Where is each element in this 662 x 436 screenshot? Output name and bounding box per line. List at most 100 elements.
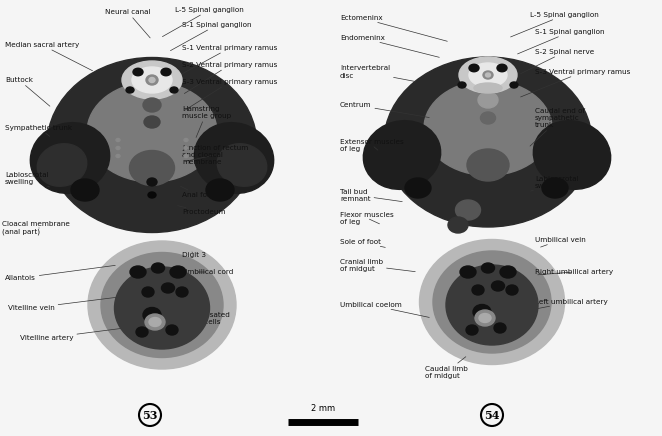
Text: S-1 Spinal ganglion: S-1 Spinal ganglion — [170, 22, 252, 51]
Ellipse shape — [130, 150, 175, 185]
Text: S-2 Ventral primary ramus: S-2 Ventral primary ramus — [182, 62, 277, 93]
Text: Umbilical coelom: Umbilical coelom — [340, 302, 429, 317]
Ellipse shape — [170, 87, 178, 93]
Ellipse shape — [474, 83, 502, 93]
Text: Median sacral artery: Median sacral artery — [5, 42, 93, 71]
Text: 53: 53 — [142, 409, 158, 420]
Ellipse shape — [473, 304, 491, 320]
Ellipse shape — [469, 63, 507, 87]
Ellipse shape — [148, 192, 156, 198]
Ellipse shape — [143, 307, 161, 323]
Ellipse shape — [195, 123, 273, 193]
Ellipse shape — [384, 57, 592, 227]
Text: Allantois: Allantois — [5, 266, 115, 281]
Text: Flexor muscles
of leg: Flexor muscles of leg — [340, 211, 394, 225]
Text: S-1 Spinal ganglion: S-1 Spinal ganglion — [518, 29, 604, 54]
Ellipse shape — [420, 239, 565, 364]
Ellipse shape — [448, 217, 468, 233]
Text: Sole of foot: Sole of foot — [340, 239, 385, 247]
Ellipse shape — [479, 313, 491, 323]
Ellipse shape — [424, 81, 552, 176]
Ellipse shape — [485, 73, 491, 77]
Text: Labioscrotal
swelling: Labioscrotal swelling — [5, 171, 50, 187]
Ellipse shape — [500, 266, 516, 278]
Ellipse shape — [497, 64, 507, 72]
Ellipse shape — [152, 263, 164, 273]
Text: Cranial limb
of midgut: Cranial limb of midgut — [340, 259, 415, 272]
Text: Intervertebral
disc: Intervertebral disc — [340, 65, 415, 82]
Ellipse shape — [206, 179, 234, 201]
Ellipse shape — [472, 285, 484, 295]
Ellipse shape — [132, 67, 172, 93]
Text: Caudal end of
sympathetic
trunk: Caudal end of sympathetic trunk — [530, 108, 585, 146]
Ellipse shape — [363, 121, 441, 189]
Text: Buttock: Buttock — [5, 77, 50, 106]
Ellipse shape — [475, 310, 495, 326]
Text: L-5 Spinal ganglion: L-5 Spinal ganglion — [162, 7, 244, 37]
Ellipse shape — [184, 139, 188, 142]
Text: S-3 Ventral primary ramus: S-3 Ventral primary ramus — [520, 69, 630, 97]
Ellipse shape — [510, 82, 518, 88]
Ellipse shape — [483, 71, 493, 79]
Ellipse shape — [147, 178, 157, 186]
Ellipse shape — [130, 266, 146, 278]
Ellipse shape — [217, 144, 267, 186]
Text: Right umbilical artery: Right umbilical artery — [535, 269, 613, 275]
Ellipse shape — [142, 287, 154, 297]
Text: Centrum: Centrum — [340, 102, 429, 118]
Ellipse shape — [116, 146, 120, 150]
Ellipse shape — [481, 112, 495, 124]
Text: Digit 3: Digit 3 — [182, 252, 206, 258]
Ellipse shape — [494, 323, 506, 333]
Text: Extensor muscles
of leg: Extensor muscles of leg — [340, 139, 404, 151]
Text: Umbilical cord: Umbilical cord — [182, 269, 234, 275]
Ellipse shape — [144, 116, 160, 128]
Ellipse shape — [116, 154, 120, 157]
Text: Tail bud
remnant: Tail bud remnant — [340, 188, 402, 201]
Ellipse shape — [146, 75, 158, 85]
Ellipse shape — [126, 87, 134, 93]
Ellipse shape — [149, 317, 161, 327]
Text: L-5 Spinal ganglion: L-5 Spinal ganglion — [510, 12, 598, 37]
Ellipse shape — [116, 139, 120, 142]
Text: Sympathetic trunk: Sympathetic trunk — [5, 125, 72, 136]
Ellipse shape — [162, 283, 175, 293]
Ellipse shape — [458, 82, 466, 88]
Ellipse shape — [455, 200, 481, 220]
Text: Left umbilical artery: Left umbilical artery — [523, 299, 608, 311]
Ellipse shape — [161, 68, 171, 76]
Text: Ectomeninx: Ectomeninx — [340, 15, 448, 41]
Ellipse shape — [491, 281, 504, 291]
Text: Cloacal membrane
(anal part): Cloacal membrane (anal part) — [2, 221, 70, 235]
Ellipse shape — [87, 82, 217, 182]
Text: S-2 Spinal nerve: S-2 Spinal nerve — [520, 49, 594, 74]
Text: Neural canal: Neural canal — [105, 9, 150, 38]
Text: Endomeninx: Endomeninx — [340, 35, 440, 57]
Ellipse shape — [184, 154, 188, 157]
Text: Caudal limb
of midgut: Caudal limb of midgut — [425, 357, 468, 378]
Ellipse shape — [534, 121, 610, 189]
Ellipse shape — [47, 58, 257, 232]
Ellipse shape — [176, 287, 188, 297]
Text: Hamstring
muscle group: Hamstring muscle group — [182, 106, 231, 137]
Ellipse shape — [506, 285, 518, 295]
Ellipse shape — [37, 144, 87, 186]
Ellipse shape — [460, 266, 476, 278]
Ellipse shape — [433, 251, 551, 353]
Text: S-3 Ventral primary ramus: S-3 Ventral primary ramus — [182, 79, 277, 110]
Ellipse shape — [481, 263, 495, 273]
Ellipse shape — [446, 265, 538, 345]
Text: Vitelline vein: Vitelline vein — [8, 295, 132, 311]
Ellipse shape — [149, 78, 155, 82]
Ellipse shape — [478, 92, 498, 108]
Ellipse shape — [122, 61, 182, 99]
Ellipse shape — [170, 266, 186, 278]
Text: Umbilical vein: Umbilical vein — [535, 237, 586, 247]
Ellipse shape — [101, 252, 223, 358]
Ellipse shape — [145, 314, 165, 330]
Ellipse shape — [133, 68, 143, 76]
Text: Proctodeum: Proctodeum — [177, 206, 226, 215]
Ellipse shape — [166, 325, 178, 335]
Ellipse shape — [469, 64, 479, 72]
Text: Extravasated
blood cells: Extravasated blood cells — [182, 311, 230, 324]
